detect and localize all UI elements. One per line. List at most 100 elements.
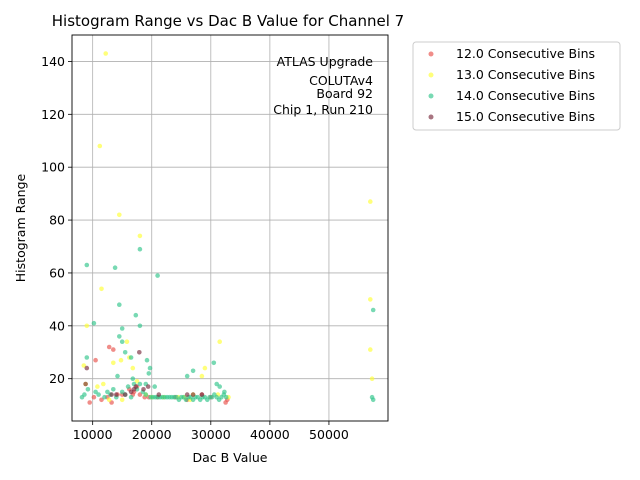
data-point-series-1 xyxy=(84,323,90,329)
annotation-line-4: Chip 1, Run 210 xyxy=(273,102,373,117)
data-point-series-2 xyxy=(119,339,125,345)
legend-label-15: 15.0 Consecutive Bins xyxy=(456,109,595,124)
data-point-series-2 xyxy=(96,392,101,397)
data-point-series-2 xyxy=(85,387,91,392)
data-point-series-3 xyxy=(199,392,205,397)
x-axis-label: Dac B Value xyxy=(192,450,267,465)
data-point-series-2 xyxy=(84,355,90,360)
x-tick-label: 20000 xyxy=(132,427,172,442)
data-point-series-2 xyxy=(112,265,118,271)
data-point-series-2 xyxy=(214,381,219,387)
y-tick-label: 80 xyxy=(49,213,65,228)
data-point-series-2 xyxy=(119,326,125,331)
data-point-series-1 xyxy=(119,397,125,403)
data-point-series-2 xyxy=(137,246,143,252)
axis-ticks: 10000 20000 30000 40000 50000 20 40 60 80 100 120 1… xyxy=(41,54,349,442)
data-point-series-1 xyxy=(95,384,100,389)
data-point-series-1 xyxy=(99,286,104,292)
data-point-series-0 xyxy=(91,394,97,400)
x-tick-label: 40000 xyxy=(250,427,290,442)
data-point-series-0 xyxy=(93,357,98,363)
data-point-series-1 xyxy=(202,365,208,371)
data-point-series-2 xyxy=(143,392,149,397)
data-point-series-1 xyxy=(134,379,140,384)
data-point-series-1 xyxy=(368,199,373,204)
data-point-series-2 xyxy=(117,334,122,339)
data-point-series-1 xyxy=(130,365,136,371)
legend-marker-13 xyxy=(428,72,434,78)
y-tick-label: 20 xyxy=(49,371,65,386)
data-point-series-0 xyxy=(99,397,104,403)
data-point-series-2 xyxy=(93,389,98,395)
data-point-series-1 xyxy=(118,357,124,363)
plot-frame xyxy=(71,34,389,422)
grid xyxy=(72,35,388,421)
data-point-series-2 xyxy=(370,397,376,403)
data-point-series-2 xyxy=(128,355,134,360)
data-point-series-2 xyxy=(370,307,376,313)
data-point-series-3 xyxy=(190,392,196,397)
data-point-series-3 xyxy=(122,392,128,397)
data-point-series-3 xyxy=(141,387,146,392)
data-point-series-2 xyxy=(133,312,139,318)
x-tick-label: 30000 xyxy=(191,427,231,442)
data-point-series-0 xyxy=(111,347,116,352)
data-point-series-2 xyxy=(82,392,87,397)
data-point-series-2 xyxy=(137,381,143,387)
data-point-series-2 xyxy=(117,302,122,308)
x-tick-label: 10000 xyxy=(73,427,113,442)
data-point-series-2 xyxy=(217,384,222,389)
data-point-series-2 xyxy=(137,323,143,329)
data-point-series-1 xyxy=(117,212,122,218)
annotation-line-2: COLUTAv4 xyxy=(309,73,373,88)
annotation-box: ATLAS Upgrade COLUTAv4 Board 92 Chip 1, … xyxy=(273,54,373,117)
data-point-series-2 xyxy=(190,368,196,374)
data-point-series-2 xyxy=(128,394,134,400)
data-point-series-2 xyxy=(84,262,90,268)
data-point-series-3 xyxy=(133,384,139,389)
legend-marker-14 xyxy=(428,93,434,99)
data-point-series-2 xyxy=(130,376,136,382)
data-point-series-2 xyxy=(115,373,120,379)
data-point-series-2 xyxy=(146,371,152,376)
data-points xyxy=(79,51,376,405)
data-point-series-1 xyxy=(97,143,103,149)
data-point-series-1 xyxy=(369,376,375,382)
data-point-series-1 xyxy=(217,339,222,345)
data-point-series-1 xyxy=(124,339,130,345)
data-point-series-2 xyxy=(105,389,110,395)
data-point-series-3 xyxy=(114,392,119,397)
data-point-series-1 xyxy=(81,363,87,368)
chart-title: Histogram Range vs Dac B Value for Chann… xyxy=(52,12,404,30)
data-point-series-2 xyxy=(125,384,131,389)
legend-label-13: 13.0 Consecutive Bins xyxy=(456,67,595,82)
data-point-series-3 xyxy=(83,381,88,387)
data-point-series-2 xyxy=(223,394,229,400)
legend-label-12: 12.0 Consecutive Bins xyxy=(456,46,595,61)
data-point-series-3 xyxy=(184,392,190,397)
data-point-series-2 xyxy=(102,394,107,400)
data-point-series-3 xyxy=(84,365,90,371)
data-point-series-3 xyxy=(145,384,151,389)
data-point-series-2 xyxy=(111,387,116,392)
data-point-series-2 xyxy=(91,320,97,326)
annotation-line-3: Board 92 xyxy=(316,86,373,101)
y-axis-label: Histogram Range xyxy=(13,173,28,282)
y-tick-label: 40 xyxy=(49,318,65,333)
data-point-series-1 xyxy=(199,373,205,379)
data-point-series-0 xyxy=(137,392,143,397)
data-point-series-1 xyxy=(111,360,116,366)
data-point-series-3 xyxy=(137,350,142,355)
legend-label-14: 14.0 Consecutive Bins xyxy=(456,88,595,103)
legend-marker-15 xyxy=(428,114,434,120)
data-point-series-1 xyxy=(103,51,108,56)
data-point-series-2 xyxy=(211,360,217,366)
data-point-series-3 xyxy=(156,392,162,397)
x-tick-label: 50000 xyxy=(309,427,349,442)
data-point-series-1 xyxy=(101,381,106,387)
legend-frame xyxy=(412,41,621,131)
annotation-line-1: ATLAS Upgrade xyxy=(277,54,374,69)
data-point-series-3 xyxy=(109,392,114,397)
y-tick-label: 100 xyxy=(41,160,65,175)
